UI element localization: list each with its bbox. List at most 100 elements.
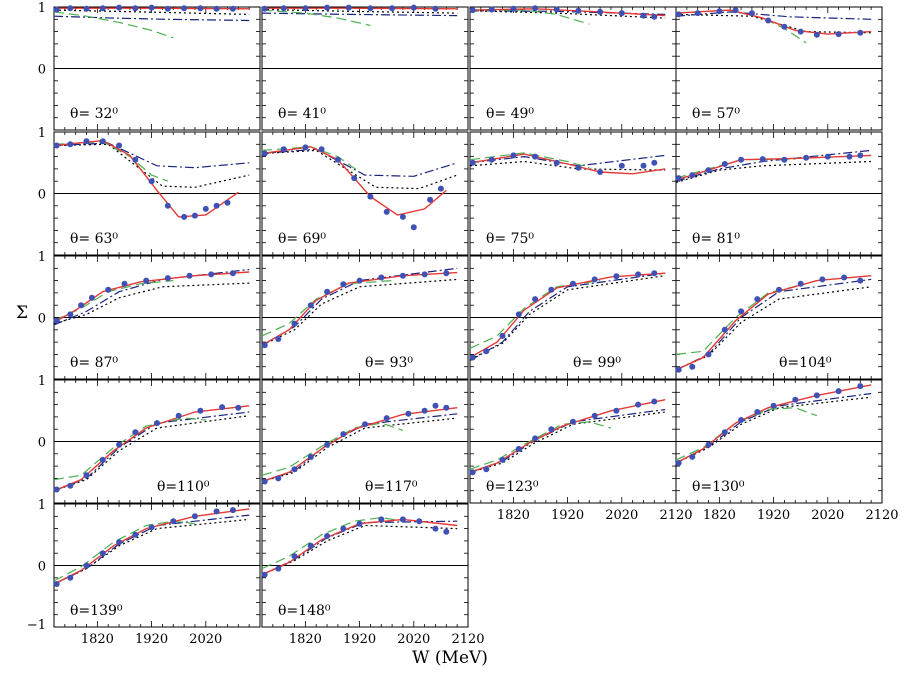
data-point bbox=[261, 150, 268, 157]
data-point bbox=[324, 4, 331, 11]
data-point bbox=[732, 7, 739, 14]
data-point bbox=[857, 383, 864, 390]
curve-dash bbox=[262, 422, 404, 476]
data-point bbox=[635, 401, 642, 408]
data-point bbox=[515, 445, 522, 452]
curve-dash bbox=[54, 141, 169, 182]
data-point bbox=[792, 396, 799, 403]
data-point bbox=[116, 539, 123, 546]
y-tick-label: 1 bbox=[38, 498, 46, 513]
data-point bbox=[132, 156, 139, 163]
data-point bbox=[280, 5, 287, 12]
curve-dotted bbox=[54, 9, 250, 15]
y-axis-title: Σ bbox=[16, 303, 28, 323]
panel-14: θ=117⁰ bbox=[261, 379, 469, 504]
data-point bbox=[362, 421, 368, 428]
data-point bbox=[143, 277, 150, 284]
data-point bbox=[694, 10, 701, 17]
data-point bbox=[356, 520, 363, 527]
data-point bbox=[813, 31, 820, 38]
data-point bbox=[553, 159, 560, 166]
curve-solid bbox=[470, 153, 666, 175]
curve-dotted bbox=[262, 8, 458, 14]
data-point bbox=[575, 164, 582, 171]
data-point bbox=[213, 202, 220, 209]
panel-theta-label: θ= 41⁰ bbox=[278, 106, 326, 122]
curve-dashdot bbox=[54, 268, 250, 326]
data-point bbox=[405, 410, 412, 417]
data-point bbox=[399, 272, 406, 279]
data-point bbox=[469, 469, 476, 476]
x-tick-label: 1920 bbox=[343, 632, 376, 647]
curve-solid bbox=[54, 508, 250, 585]
data-point bbox=[53, 486, 60, 493]
data-point bbox=[307, 542, 314, 549]
panel-7: θ= 75⁰ bbox=[469, 131, 677, 256]
data-point bbox=[213, 508, 220, 515]
data-point bbox=[819, 276, 826, 283]
data-point bbox=[640, 12, 647, 19]
data-point bbox=[765, 17, 772, 24]
curve-dashdot bbox=[470, 272, 666, 362]
data-point bbox=[488, 156, 495, 163]
data-point bbox=[651, 270, 658, 277]
panel-17: θ=139⁰ bbox=[53, 503, 261, 628]
data-point bbox=[229, 507, 236, 514]
data-point bbox=[483, 348, 490, 355]
panel-theta-label: θ=148⁰ bbox=[278, 603, 331, 619]
panel-5: θ= 63⁰ bbox=[53, 131, 261, 256]
curve-solid bbox=[54, 405, 250, 492]
panel-theta-label: θ=104⁰ bbox=[779, 355, 832, 371]
panel-8: θ= 81⁰ bbox=[675, 131, 883, 256]
curve-dashdot bbox=[54, 15, 250, 22]
data-point bbox=[427, 196, 434, 203]
data-point bbox=[835, 31, 842, 38]
data-point bbox=[164, 5, 171, 12]
data-point bbox=[776, 286, 782, 293]
x-tick-label: 2020 bbox=[397, 632, 430, 647]
panel-16: θ=130⁰ bbox=[675, 379, 883, 504]
data-point bbox=[443, 404, 450, 411]
data-point bbox=[116, 441, 123, 448]
data-point bbox=[705, 351, 712, 358]
x-tick-label: 2020 bbox=[811, 508, 844, 523]
data-point bbox=[857, 29, 864, 36]
y-tick-label: −1 bbox=[27, 618, 46, 633]
data-point bbox=[570, 280, 576, 287]
data-point bbox=[324, 441, 331, 448]
panel-10: θ= 93⁰ bbox=[261, 255, 469, 380]
data-point bbox=[841, 274, 848, 281]
data-point bbox=[421, 271, 428, 278]
data-point bbox=[78, 302, 85, 309]
data-point bbox=[197, 5, 204, 12]
curve-dotted bbox=[54, 518, 250, 585]
data-point bbox=[532, 435, 539, 442]
data-point bbox=[261, 478, 268, 485]
data-point bbox=[302, 144, 309, 151]
data-point bbox=[208, 271, 215, 278]
x-tick-label: 1820 bbox=[703, 508, 736, 523]
data-point bbox=[488, 6, 495, 13]
curve-dashdot bbox=[470, 154, 666, 167]
panel-theta-label: θ= 69⁰ bbox=[278, 231, 326, 247]
curve-solid bbox=[262, 7, 458, 10]
curve-solid bbox=[470, 399, 666, 473]
data-point bbox=[132, 429, 139, 436]
panel-13: θ=110⁰ bbox=[53, 379, 261, 504]
data-point bbox=[437, 185, 444, 192]
data-point bbox=[675, 11, 682, 18]
data-point bbox=[410, 224, 417, 231]
data-point bbox=[570, 418, 576, 425]
data-point bbox=[532, 296, 539, 303]
data-point bbox=[351, 175, 358, 182]
panel-theta-label: θ= 63⁰ bbox=[70, 231, 118, 247]
data-point bbox=[334, 156, 341, 163]
data-point bbox=[532, 5, 539, 12]
data-point bbox=[345, 4, 352, 11]
data-point bbox=[181, 213, 188, 220]
data-point bbox=[235, 404, 242, 411]
data-point bbox=[213, 5, 220, 12]
data-point bbox=[399, 213, 406, 220]
data-point bbox=[499, 332, 506, 339]
data-point bbox=[340, 525, 347, 532]
